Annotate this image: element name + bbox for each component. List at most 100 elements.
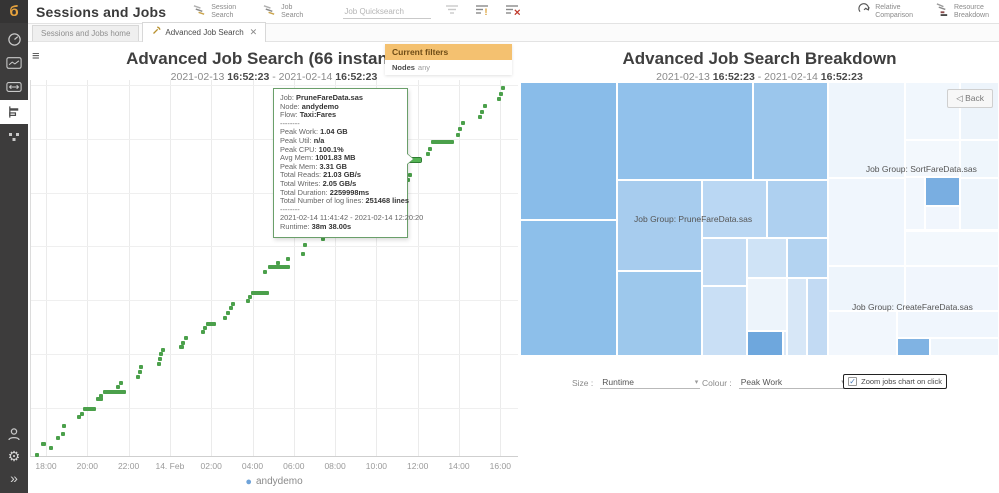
job-instance-point[interactable] <box>49 446 53 450</box>
treemap-cell[interactable] <box>807 277 828 356</box>
job-instance-point[interactable] <box>35 453 39 457</box>
job-instance-point[interactable] <box>456 133 460 137</box>
job-quicksearch-input[interactable] <box>343 4 432 19</box>
treemap-cell[interactable] <box>960 140 999 179</box>
zoom-jobs-checkbox[interactable]: ✓ <box>848 377 858 386</box>
job-instance-point[interactable] <box>138 370 142 374</box>
job-instance-point[interactable] <box>246 299 250 303</box>
treemap-cell[interactable] <box>702 180 768 238</box>
settings-gear-icon[interactable]: ⚙ <box>7 448 21 464</box>
filter-list-icon[interactable] <box>445 3 459 21</box>
treemap-cell[interactable] <box>702 285 748 356</box>
job-instance-point[interactable] <box>103 390 126 394</box>
job-instance-point[interactable] <box>499 92 503 96</box>
relative-comparison-button[interactable]: Relative Comparison <box>857 2 913 21</box>
treemap-cell[interactable] <box>960 178 999 231</box>
treemap-cell[interactable] <box>702 237 748 286</box>
job-instance-point[interactable] <box>158 357 162 361</box>
tab-advanced-job-search[interactable]: Advanced Job Search ✕ <box>142 22 267 42</box>
treemap-cell[interactable] <box>767 180 828 238</box>
treemap-cell[interactable] <box>827 178 906 266</box>
size-select[interactable]: Runtime ▾ <box>600 377 701 389</box>
job-instance-point[interactable] <box>139 365 143 369</box>
session-search-button[interactable]: Session Search <box>192 3 236 21</box>
job-instance-point[interactable] <box>223 316 227 320</box>
job-instance-point[interactable] <box>276 261 280 265</box>
resource-breakdown-button[interactable]: Resource Breakdown <box>935 2 989 21</box>
job-instance-point[interactable] <box>458 127 462 131</box>
chart-legend[interactable]: ● andydemo <box>28 476 520 488</box>
time-span-icon[interactable] <box>0 76 28 98</box>
scatter-dots-icon[interactable] <box>0 126 28 148</box>
job-instance-point[interactable] <box>77 415 81 419</box>
treemap-cell[interactable] <box>786 277 808 356</box>
treemap-cell[interactable] <box>786 237 828 278</box>
job-instance-point[interactable] <box>181 341 185 345</box>
line-chart-icon[interactable] <box>0 52 28 74</box>
job-instance-point[interactable] <box>62 424 66 428</box>
treemap-cell[interactable] <box>896 310 999 338</box>
job-instance-point[interactable] <box>157 362 161 366</box>
treemap-cell[interactable] <box>753 82 828 181</box>
job-instance-point[interactable] <box>406 178 410 182</box>
job-instance-point[interactable] <box>184 336 188 340</box>
back-button[interactable]: ◁ Back <box>947 89 993 108</box>
job-instance-point[interactable] <box>179 345 184 349</box>
job-instance-point[interactable] <box>83 407 96 411</box>
tab-sessions-and-jobs-home[interactable]: Sessions and Jobs home <box>32 25 140 41</box>
job-instance-point[interactable] <box>159 352 163 356</box>
treemap-cell[interactable] <box>747 237 787 278</box>
job-instance-point[interactable] <box>428 147 432 151</box>
job-instance-point[interactable] <box>206 322 216 326</box>
treemap-cell[interactable] <box>520 82 618 221</box>
job-instance-point[interactable] <box>426 152 430 156</box>
job-instance-point[interactable] <box>203 326 207 330</box>
job-instance-point[interactable] <box>286 257 290 261</box>
treemap-cell[interactable] <box>905 140 961 178</box>
job-instance-point[interactable] <box>226 311 230 315</box>
treemap-cell[interactable] <box>617 82 754 181</box>
treemap-cell[interactable] <box>896 337 931 356</box>
collapse-chevrons-icon[interactable]: » <box>10 470 18 486</box>
treemap-cell[interactable] <box>617 180 703 271</box>
app-logo[interactable]: б <box>0 0 28 23</box>
job-instance-point[interactable] <box>56 436 60 440</box>
treemap-cell[interactable] <box>617 270 703 356</box>
treemap-cell[interactable] <box>827 82 906 179</box>
job-instance-point[interactable] <box>303 243 307 247</box>
job-instance-point[interactable] <box>96 397 103 401</box>
treemap-cell[interactable] <box>930 337 999 356</box>
job-instance-point[interactable] <box>301 252 305 256</box>
job-instance-point[interactable] <box>99 394 103 398</box>
treemap-cell[interactable] <box>747 330 783 356</box>
job-instance-point[interactable] <box>61 432 65 436</box>
job-instance-point[interactable] <box>229 306 233 310</box>
treemap-cell[interactable] <box>782 330 787 356</box>
treemap-cell[interactable] <box>827 310 897 356</box>
job-instance-point[interactable] <box>497 97 501 101</box>
treemap-cell[interactable] <box>827 265 906 311</box>
treemap-cell[interactable] <box>520 220 618 356</box>
treemap-cell[interactable] <box>905 177 926 231</box>
job-instance-point[interactable] <box>501 86 505 90</box>
job-instance-point[interactable] <box>268 265 290 269</box>
job-instance-point[interactable] <box>431 140 454 144</box>
job-instance-point[interactable] <box>248 295 252 299</box>
treemap-cell[interactable] <box>905 230 999 266</box>
job-instance-point[interactable] <box>251 291 269 295</box>
user-icon[interactable] <box>0 423 28 445</box>
filter-clear-icon[interactable]: ✕ <box>505 3 521 21</box>
tab-close-icon[interactable]: ✕ <box>249 26 258 37</box>
job-instance-point[interactable] <box>478 115 482 119</box>
job-instance-point[interactable] <box>119 381 123 385</box>
job-instance-point[interactable] <box>321 237 325 241</box>
job-instance-point[interactable] <box>461 121 465 125</box>
job-search-button[interactable]: Job Search <box>262 3 303 21</box>
treemap-cell[interactable] <box>905 265 999 311</box>
job-instance-point[interactable] <box>80 412 84 416</box>
dashboard-gauge-icon[interactable] <box>0 28 28 50</box>
job-instance-point[interactable] <box>136 375 140 379</box>
job-instance-point[interactable] <box>161 348 165 352</box>
job-instance-point[interactable] <box>408 173 412 177</box>
job-instance-point[interactable] <box>480 110 484 114</box>
